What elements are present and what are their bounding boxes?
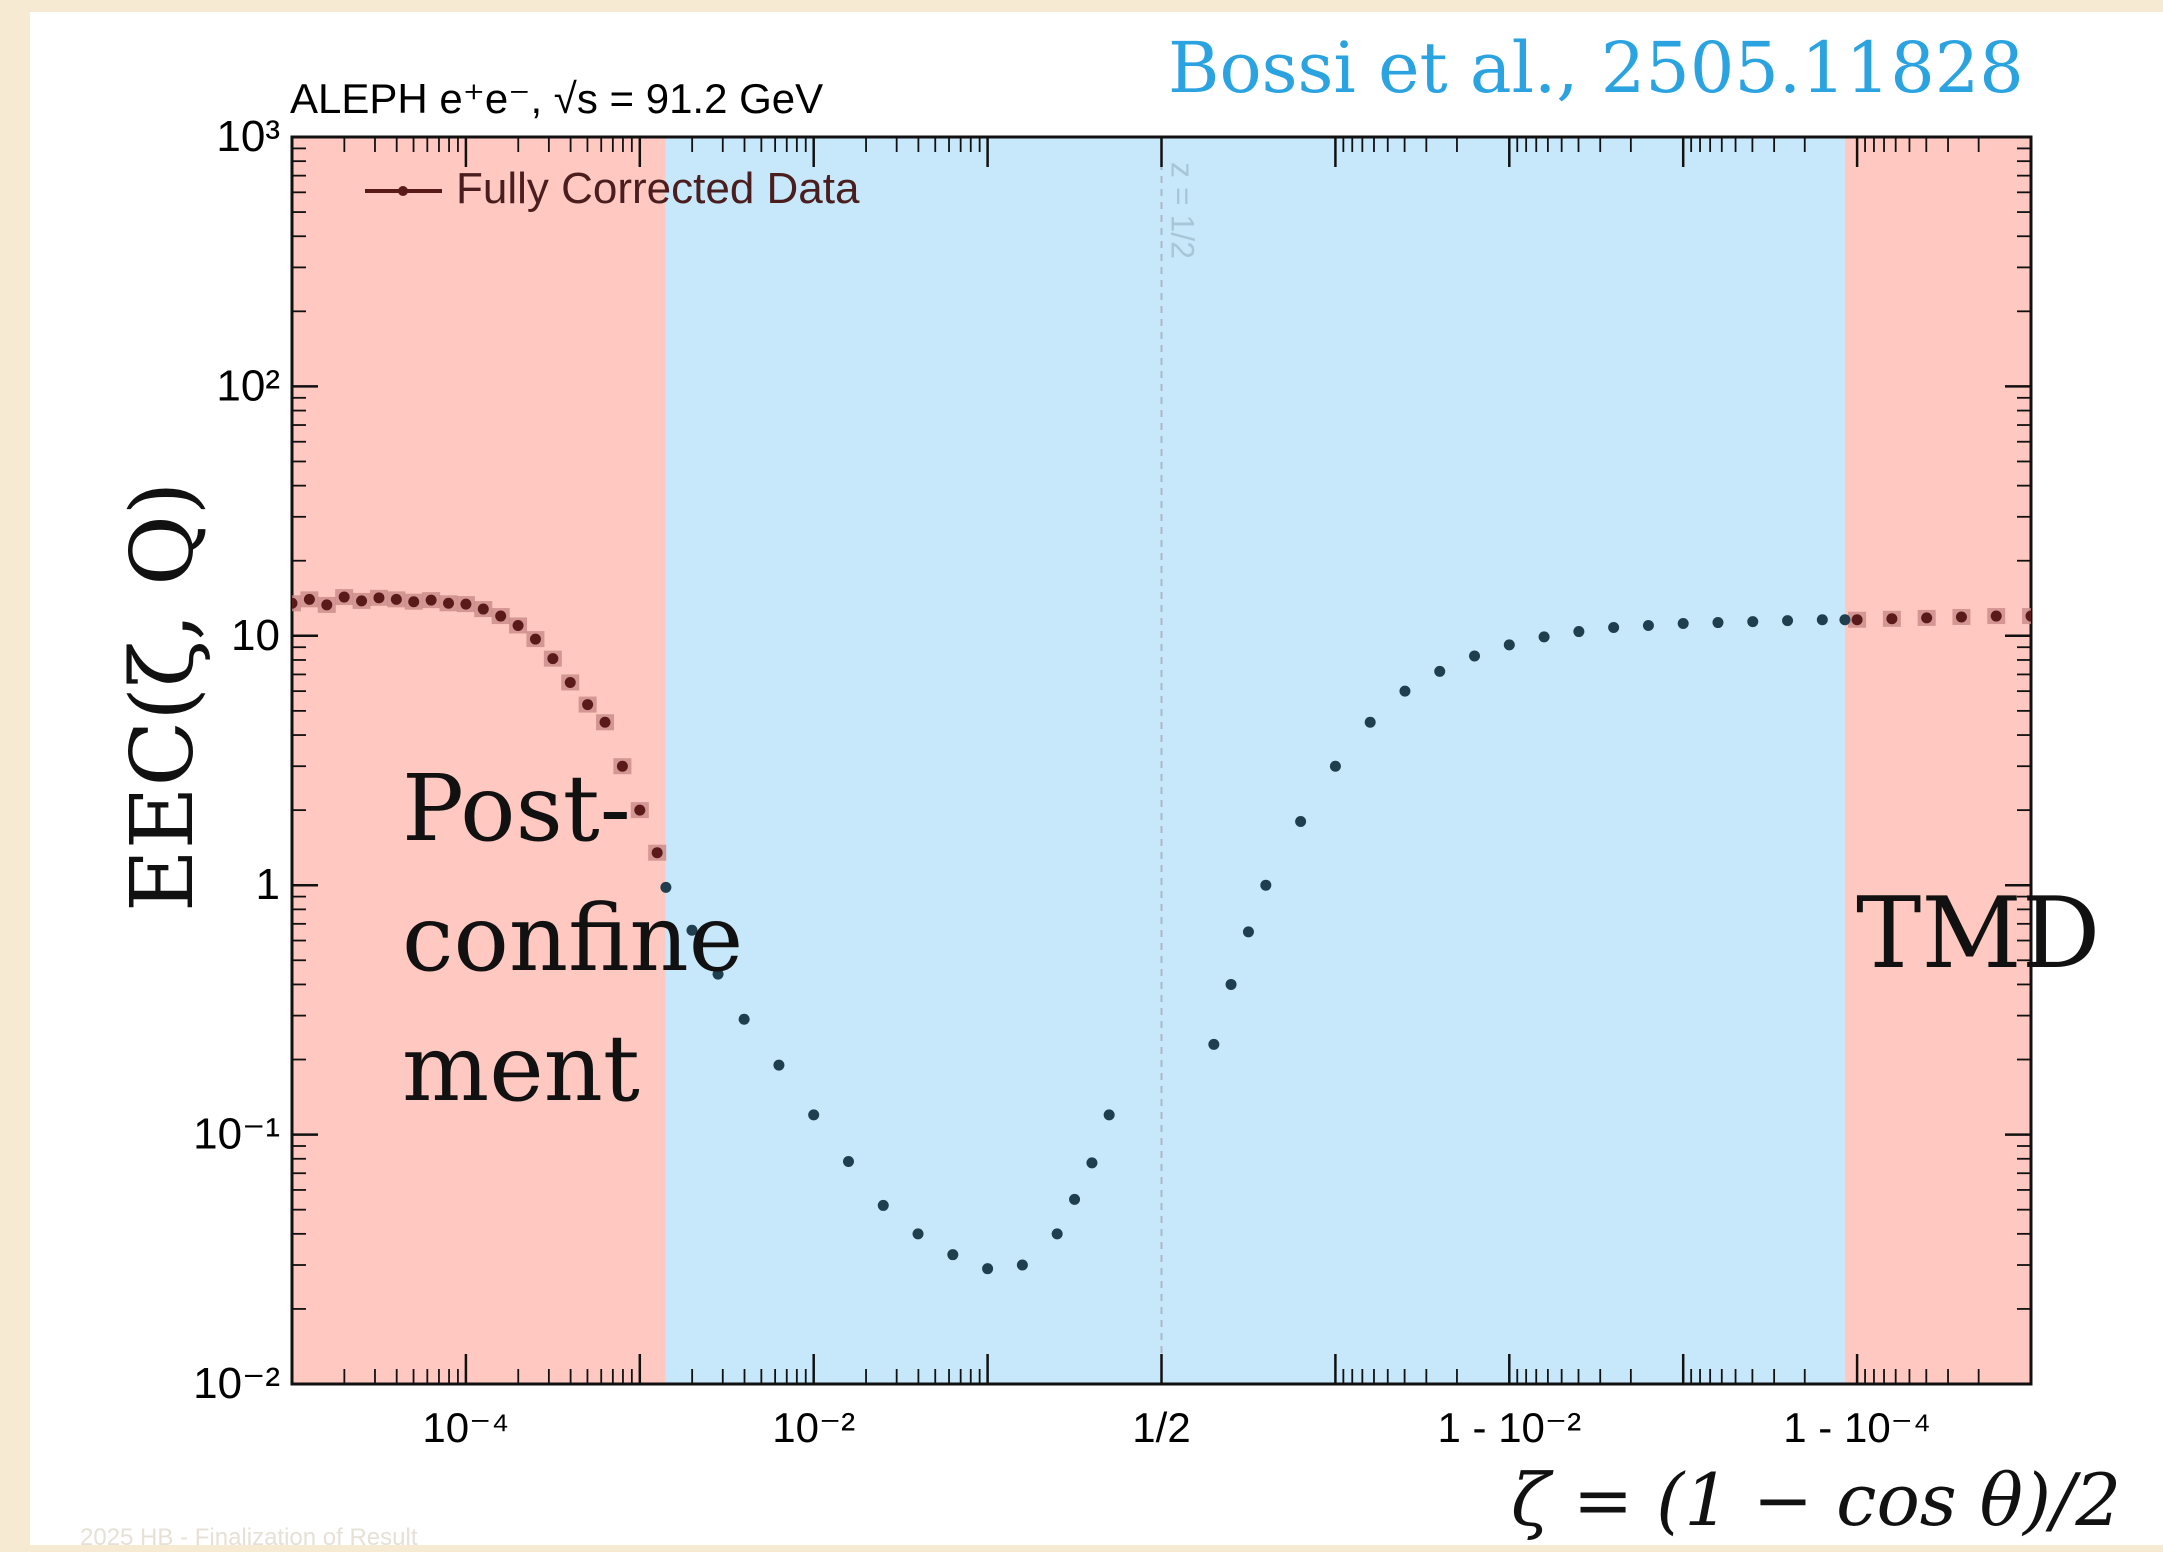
data-point <box>460 598 472 610</box>
y-tick-label: 10² <box>216 361 280 410</box>
data-point <box>356 595 368 607</box>
data-point <box>1538 631 1550 643</box>
data-point <box>582 699 594 711</box>
y-tick-label: 10⁻² <box>193 1359 280 1408</box>
x-axis-label: ζ = (1 − cos θ)/2 <box>1511 1458 2121 1542</box>
data-point <box>1260 879 1272 891</box>
data-point <box>529 633 541 645</box>
data-point <box>1016 1259 1028 1271</box>
x-tick-label: 1 - 10⁻⁴ <box>1783 1404 1931 1451</box>
data-point <box>2025 610 2031 622</box>
x-tick-label: 10⁻⁴ <box>422 1404 509 1451</box>
y-tick-label: 10 <box>231 611 280 660</box>
z-half-reference-label: z = 1/2 <box>1165 162 1201 259</box>
data-point <box>564 676 576 688</box>
y-tick-label: 10⁻¹ <box>193 1110 280 1159</box>
data-point <box>1921 612 1933 624</box>
data-point <box>1225 978 1237 990</box>
data-point <box>982 1263 994 1275</box>
post-confinement-label-line: confine <box>402 885 743 992</box>
x-tick-label: 1 - 10⁻² <box>1438 1404 1582 1451</box>
data-point <box>616 760 628 772</box>
data-point <box>1608 621 1620 633</box>
data-point <box>712 968 724 980</box>
data-point <box>303 593 315 605</box>
chart-title: ALEPH e⁺e⁻, √s = 91.2 GeV <box>290 75 823 122</box>
x-tick-label: 1/2 <box>1132 1404 1190 1451</box>
data-point <box>1399 685 1411 697</box>
data-point <box>321 599 333 611</box>
data-point <box>877 1199 889 1211</box>
axes: 10⁻² 10⁻¹ 1 10 10² 10³ 10⁻⁴ 10⁻² 1/2 1 - 10⁻² 1 - … <box>193 112 2033 1451</box>
data-point <box>1886 613 1898 625</box>
data-point <box>1712 617 1724 629</box>
data-point <box>651 847 663 859</box>
data-point <box>1086 1157 1098 1169</box>
data-point <box>1503 639 1515 651</box>
data-point <box>1573 626 1585 638</box>
data-point <box>1677 618 1689 630</box>
data-point <box>1295 816 1307 828</box>
data-point <box>947 1249 959 1261</box>
data-point <box>1642 619 1654 631</box>
eec-chart: z = 1/2 10⁻² 10⁻¹ 1 10 10² 10³ 10⁻⁴ 10⁻² 1/2 1 - … <box>113 27 2121 1542</box>
data-point <box>1782 615 1794 627</box>
legend-label: Fully Corrected Data <box>456 164 860 213</box>
data-point <box>477 603 489 615</box>
data-points <box>292 591 2031 1275</box>
data-point <box>1747 616 1759 628</box>
footer-text: 2025 HB - Finalization of Result <box>80 1524 418 1551</box>
data-point <box>1469 650 1481 662</box>
data-point <box>1816 614 1828 626</box>
data-point <box>1434 665 1446 677</box>
data-point <box>1955 611 1967 623</box>
perturbative-region <box>665 137 1845 1384</box>
y-tick-label: 10³ <box>216 112 280 161</box>
data-point <box>660 881 672 893</box>
data-point <box>912 1228 924 1240</box>
data-point <box>1839 614 1851 626</box>
legend-marker-icon <box>398 186 408 196</box>
tmd-label: TMD <box>1856 877 2100 991</box>
data-point <box>1851 614 1863 626</box>
data-point <box>373 592 385 604</box>
data-point <box>773 1059 785 1071</box>
data-point <box>443 597 455 609</box>
tmd-region <box>1844 137 2031 1384</box>
post-confinement-region <box>292 137 666 1384</box>
data-point <box>1069 1193 1081 1205</box>
data-point <box>390 593 402 605</box>
citation: Bossi et al., 2505.11828 <box>1168 27 2024 109</box>
data-point <box>1208 1038 1220 1050</box>
data-point <box>1242 926 1254 938</box>
post-confinement-label: Post-confine ment <box>402 755 743 1122</box>
data-point <box>842 1156 854 1168</box>
data-point <box>495 610 507 622</box>
data-point <box>1329 760 1341 772</box>
slide: z = 1/2 10⁻² 10⁻¹ 1 10 10² 10³ 10⁻⁴ 10⁻² 1/2 1 - … <box>30 12 2163 1551</box>
data-point <box>634 804 646 816</box>
data-point <box>292 597 298 609</box>
data-point <box>599 716 611 728</box>
data-point <box>808 1109 820 1121</box>
y-axis-label: EEC(ζ, Q) <box>113 482 213 912</box>
legend: Fully Corrected Data <box>365 164 860 213</box>
data-point <box>547 653 559 665</box>
post-confinement-label-line: Post- <box>402 755 631 862</box>
y-tick-label: 1 <box>256 860 280 909</box>
data-point <box>1990 610 2002 622</box>
data-point <box>425 594 437 606</box>
data-point <box>338 591 350 603</box>
data-point <box>1364 716 1376 728</box>
data-point <box>408 596 420 608</box>
data-point <box>1103 1109 1115 1121</box>
x-tick-label: 10⁻² <box>772 1404 855 1451</box>
post-confinement-label-line: ment <box>402 1015 640 1122</box>
data-point <box>512 619 524 631</box>
data-point <box>686 924 698 936</box>
data-point <box>1051 1228 1063 1240</box>
data-point <box>738 1013 750 1025</box>
